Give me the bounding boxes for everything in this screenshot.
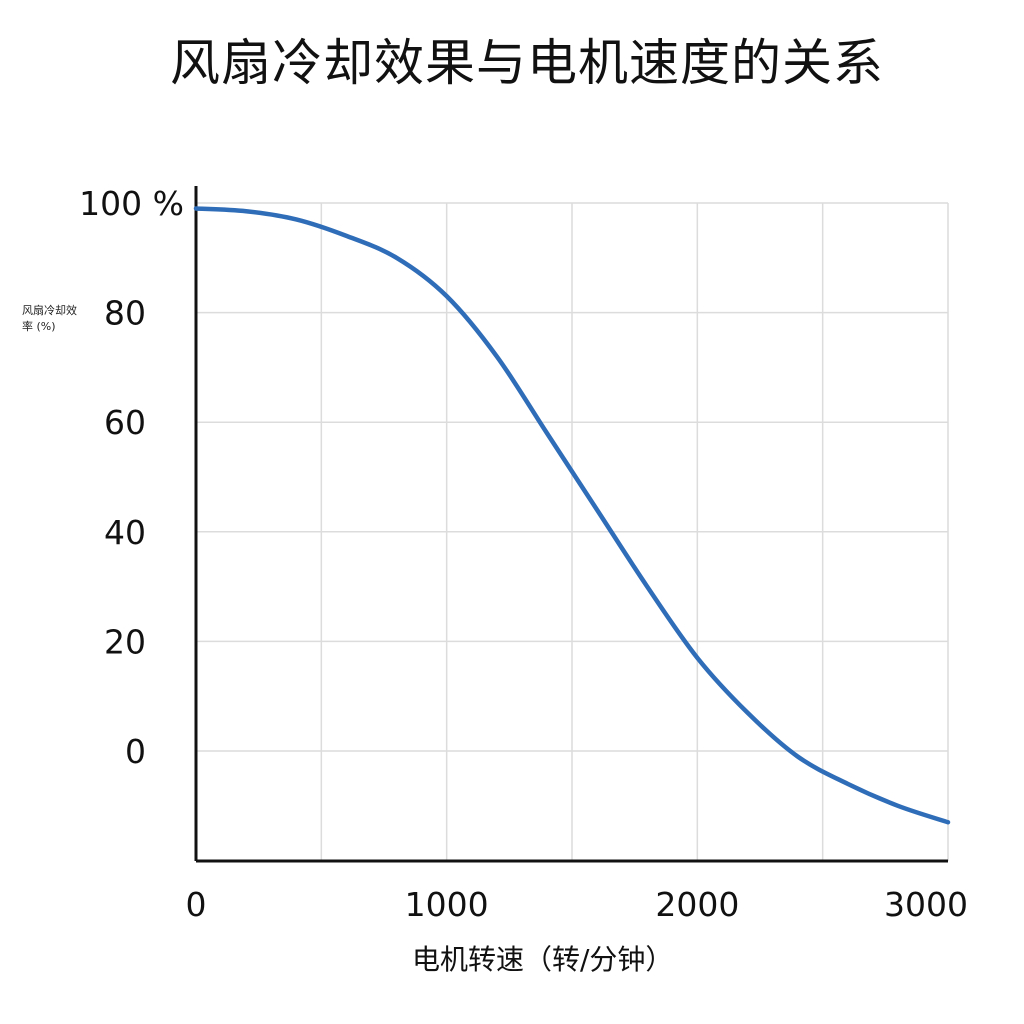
series-line	[193, 206, 951, 825]
y-tick-label: 0	[125, 732, 146, 771]
axes	[194, 186, 948, 863]
x-tick-label: 0	[186, 885, 207, 924]
x-axis-label: 电机转速（转/分钟）	[412, 943, 674, 976]
x-tick-label: 3000	[884, 885, 968, 924]
y-tick-label: 60	[104, 403, 146, 442]
y-tick-label: 40	[104, 513, 146, 552]
grid	[196, 202, 949, 861]
y-tick-label: 80	[104, 294, 146, 333]
x-tick-label: 2000	[655, 885, 739, 924]
y-tick-label: 20	[104, 622, 146, 661]
x-tick-label: 1000	[405, 885, 489, 924]
series	[193, 206, 951, 825]
y-tick-label: 100 %	[79, 184, 184, 223]
y-axis-label: 风扇冷却效率 (%)	[22, 304, 77, 333]
chart-title: 风扇冷却效果与电机速度的关系	[170, 34, 884, 92]
